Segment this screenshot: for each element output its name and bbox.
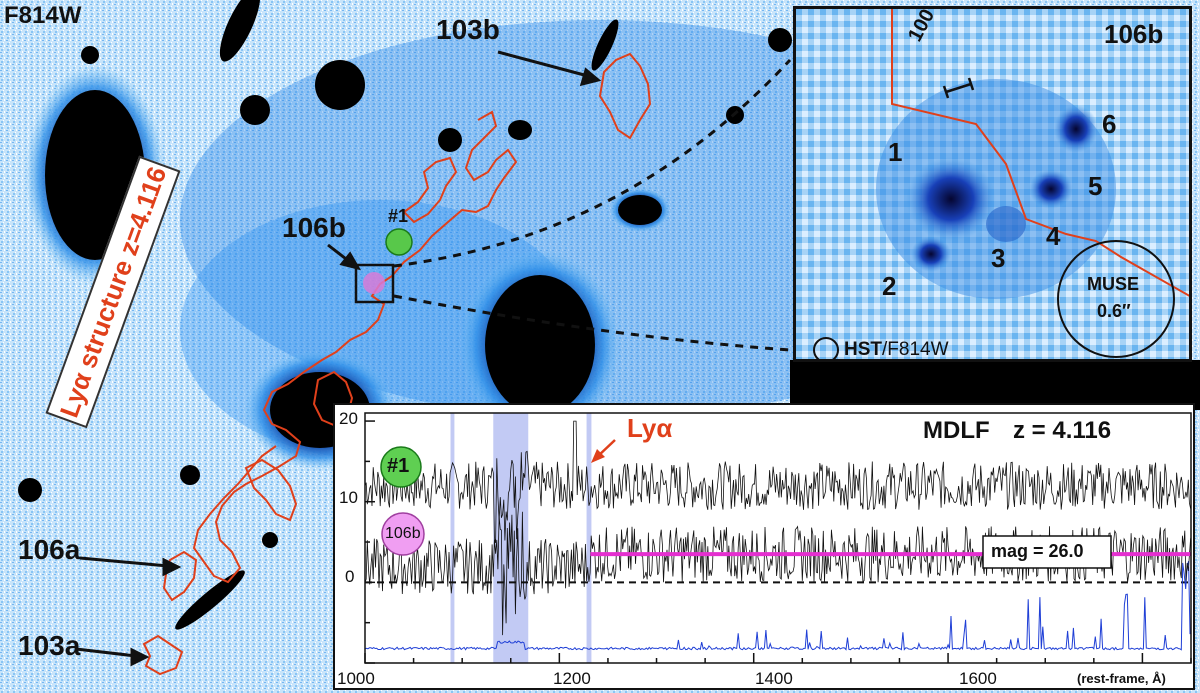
spectrum-line-106b [364,511,1191,636]
mag-label: mag = 26.0 [991,541,1084,561]
x-tick-1600: 1600 [959,669,997,688]
badge-106b-circle [381,512,425,556]
clump-4: 4 [1046,221,1061,251]
filter-label: F814W [4,2,82,29]
label-103b: 103b [436,14,500,45]
x-tick-1400: 1400 [755,669,793,688]
sky-spectrum-line [364,560,1191,651]
y-ticks [365,420,375,664]
label-106a: 106a [18,534,81,565]
spectrum-redshift: z = 4.116 [1013,417,1112,444]
label-103a: 103a [18,630,81,661]
inset-106b: 106b 100 pc 1 2 3 4 5 6 MUSE 0.6″ HST/F8… [793,6,1192,362]
spectrum-chart [364,412,1192,664]
muse-label: MUSE [1087,274,1140,294]
badge-106b-label: 106b [385,525,421,542]
spectrum-title: MDLF [923,417,990,444]
clump-3: 3 [991,243,1006,273]
lya-structure-box: Lyα structure z=4.116 [45,155,181,429]
inset-image [796,9,1189,359]
hst-text: HST [844,339,882,360]
clump-2: 2 [882,271,897,301]
mag-box [982,535,1112,569]
y-tick-10: 10 [339,488,358,507]
y-tick-0: 0 [345,567,355,586]
badge-1-label: #1 [387,455,410,477]
x-ticks [364,653,1192,663]
clump-6: 6 [1102,109,1117,139]
inset-title: 106b [1104,19,1164,49]
highlight-band-2 [586,413,592,663]
lya-arrow-head [591,449,605,463]
badge-1-circle [380,446,422,488]
muse-size-label: 0.6″ [1097,301,1131,321]
hst-filter-text: /F814W [882,339,949,360]
x-tick-1200: 1200 [553,669,591,688]
highlight-bands [450,413,592,663]
source-1-label: #1 [388,206,409,226]
hst-label: HST/F814W [844,339,949,360]
spectrum-panel: MDLF z = 4.116 Lyα #1 106b mag = 26.0 (r… [333,403,1195,690]
clump-1: 1 [888,137,903,167]
plot-frame [364,412,1192,664]
y-tick-20: 20 [339,409,358,428]
x-tick-1000: 1000 [337,669,375,688]
spectrum-line-1 [364,420,1191,543]
x-axis-label: (rest-frame, Å) [1077,671,1166,686]
label-106b: 106b [282,212,346,243]
highlight-band-0 [450,413,455,663]
clump-5: 5 [1088,171,1103,201]
lya-label: Lyα [627,413,673,443]
